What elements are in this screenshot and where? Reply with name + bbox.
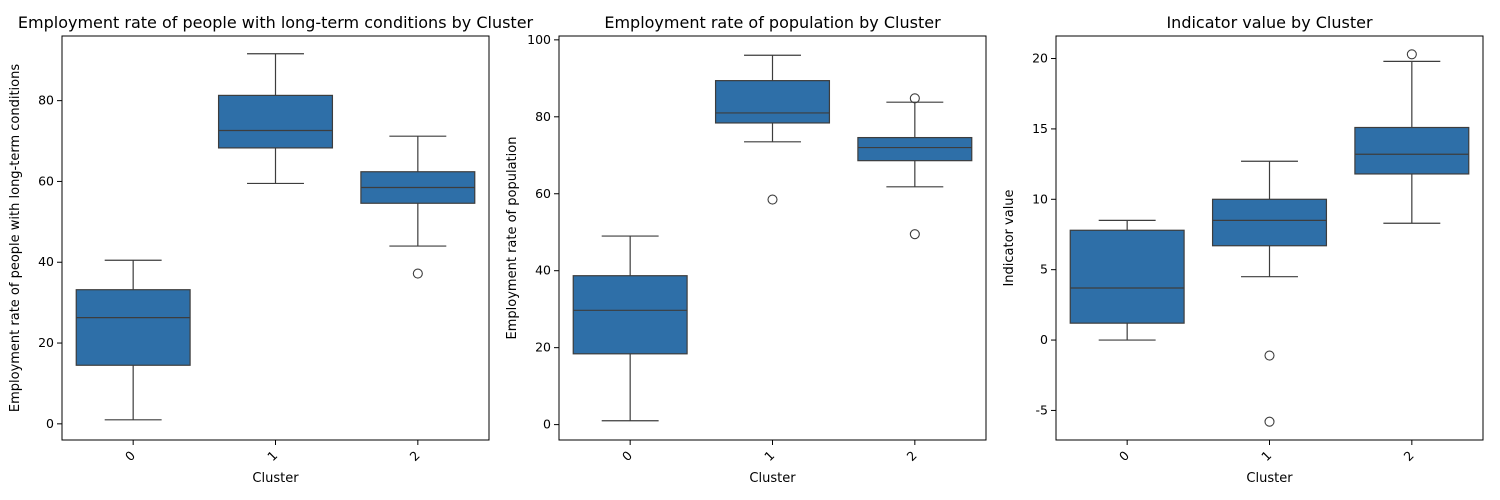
x-tick-label: 0 bbox=[619, 448, 635, 464]
plot-frame bbox=[61, 35, 490, 441]
x-tick-label: 1 bbox=[761, 448, 777, 464]
y-tick-label: 40 bbox=[38, 254, 54, 269]
y-tick-label: 0 bbox=[1040, 332, 1048, 347]
outlier-point bbox=[1264, 416, 1275, 427]
iqr-box bbox=[572, 275, 688, 355]
chart-title: Employment rate of population by Cluster bbox=[604, 13, 941, 32]
y-tick-label: 20 bbox=[38, 335, 54, 350]
chart-title: Employment rate of people with long-term… bbox=[18, 13, 534, 32]
y-axis-label: Employment rate of population bbox=[505, 137, 520, 340]
box-cluster-1 bbox=[217, 53, 334, 185]
plot-frame bbox=[1055, 35, 1484, 441]
x-tick-label: 1 bbox=[264, 448, 280, 464]
x-tick-label: 2 bbox=[1401, 448, 1417, 464]
plot-frame bbox=[558, 35, 987, 441]
y-axis-label: Indicator value bbox=[1002, 189, 1017, 286]
x-axis-label: Cluster bbox=[252, 471, 299, 486]
x-tick-label: 2 bbox=[407, 448, 423, 464]
y-tick-label: 20 bbox=[1032, 51, 1048, 66]
y-tick-label: 0 bbox=[46, 416, 54, 431]
box-cluster-2 bbox=[857, 93, 973, 240]
chart-panel-1: Employment rate of population by Cluster… bbox=[505, 13, 987, 486]
x-axis-label: Cluster bbox=[1246, 471, 1293, 486]
iqr-box bbox=[75, 289, 191, 366]
chart-panel-0: Employment rate of people with long-term… bbox=[8, 13, 534, 486]
y-tick-label: 60 bbox=[38, 173, 54, 188]
x-tick-label: 0 bbox=[1116, 448, 1132, 464]
y-axis-label: Employment rate of people with long-term… bbox=[8, 64, 23, 412]
outlier-point bbox=[412, 268, 423, 279]
x-tick-label: 2 bbox=[904, 448, 920, 464]
y-tick-label: -5 bbox=[1036, 402, 1048, 417]
y-tick-label: 40 bbox=[535, 263, 551, 278]
y-tick-label: 100 bbox=[527, 32, 551, 47]
iqr-box bbox=[714, 80, 831, 124]
chart-panel-2: Indicator value by Cluster-505101520Indi… bbox=[1002, 13, 1484, 486]
outlier-point bbox=[909, 93, 920, 104]
box-cluster-2 bbox=[360, 135, 476, 279]
outlier-point bbox=[767, 194, 778, 205]
y-tick-label: 80 bbox=[38, 93, 54, 108]
box-cluster-1 bbox=[714, 54, 831, 205]
chart-title: Indicator value by Cluster bbox=[1166, 13, 1373, 32]
iqr-box bbox=[1354, 126, 1470, 175]
y-tick-label: 80 bbox=[535, 109, 551, 124]
box-cluster-2 bbox=[1354, 49, 1470, 224]
box-cluster-0 bbox=[1069, 219, 1185, 341]
y-tick-label: 15 bbox=[1032, 121, 1048, 136]
box-cluster-0 bbox=[572, 235, 688, 422]
y-tick-label: 5 bbox=[1040, 262, 1048, 277]
y-tick-label: 0 bbox=[543, 417, 551, 432]
iqr-box bbox=[1211, 198, 1328, 247]
outlier-point bbox=[1406, 49, 1417, 60]
iqr-box bbox=[217, 94, 334, 149]
y-tick-label: 20 bbox=[535, 340, 551, 355]
box-cluster-0 bbox=[75, 259, 191, 421]
outlier-point bbox=[1264, 350, 1275, 361]
outlier-point bbox=[909, 229, 920, 240]
x-tick-label: 1 bbox=[1258, 448, 1274, 464]
x-axis-label: Cluster bbox=[749, 471, 796, 486]
x-tick-label: 0 bbox=[122, 448, 138, 464]
y-tick-label: 10 bbox=[1032, 191, 1048, 206]
y-tick-label: 60 bbox=[535, 186, 551, 201]
iqr-box bbox=[1069, 229, 1185, 324]
iqr-box bbox=[857, 136, 973, 162]
box-cluster-1 bbox=[1211, 160, 1328, 427]
